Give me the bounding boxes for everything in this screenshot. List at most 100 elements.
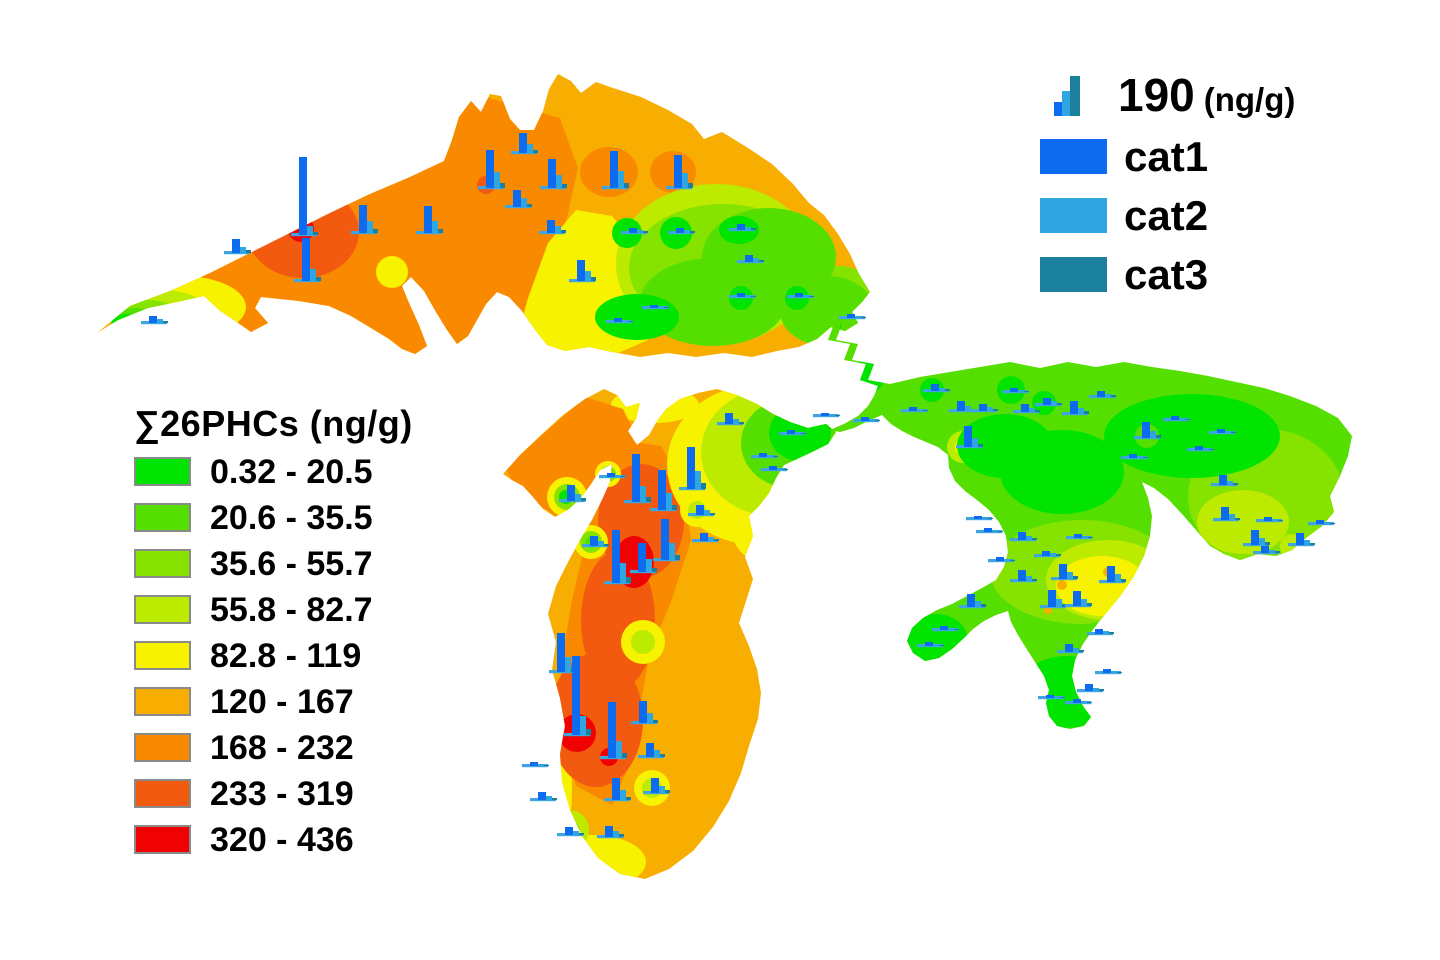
station-marker xyxy=(737,255,764,264)
bar-legend-rows: cat1 cat2 cat3 xyxy=(1040,135,1295,295)
surface-legend: ∑26PHCs (ng/g) 0.32 - 20.5 20.6 - 35.5 35.… xyxy=(134,403,413,871)
station-marker xyxy=(638,743,665,759)
legend-class-row: 320 - 436 xyxy=(134,820,413,859)
station-marker xyxy=(224,239,251,255)
station-marker xyxy=(1089,391,1116,399)
station-marker xyxy=(1134,422,1161,440)
station-marker xyxy=(1002,388,1029,394)
station-marker xyxy=(643,778,670,795)
station-marker xyxy=(988,557,1015,563)
legend-class-swatch xyxy=(134,549,191,579)
legend-class-label: 120 - 167 xyxy=(210,682,354,721)
station-marker xyxy=(679,447,706,491)
station-marker xyxy=(582,536,609,548)
station-marker xyxy=(1163,416,1190,422)
station-marker xyxy=(1256,517,1283,523)
station-marker xyxy=(1065,591,1092,608)
station-marker xyxy=(597,826,624,839)
station-marker xyxy=(600,702,627,760)
legend-class-swatch xyxy=(134,825,191,855)
station-marker xyxy=(505,190,532,209)
station-marker xyxy=(141,316,168,325)
legend-class-row: 55.8 - 82.7 xyxy=(134,590,413,629)
station-marker xyxy=(624,454,651,504)
station-marker xyxy=(729,293,756,299)
legend-class-label: 55.8 - 82.7 xyxy=(210,590,373,629)
station-marker xyxy=(1308,520,1335,526)
station-marker xyxy=(291,157,318,237)
lake-superior-surface xyxy=(97,74,870,357)
station-marker xyxy=(956,426,983,449)
legend-class-swatch xyxy=(134,595,191,625)
legend-class-swatch xyxy=(134,503,191,533)
bar-category-label: cat2 xyxy=(1124,191,1209,239)
legend-class-row: 82.8 - 119 xyxy=(134,636,413,675)
station-marker xyxy=(599,473,626,479)
bar-category-swatch xyxy=(1040,139,1107,174)
station-marker xyxy=(1051,564,1078,581)
station-marker xyxy=(1213,507,1240,522)
bar-scale-row: 190 (ng/g) xyxy=(1040,72,1295,118)
station-marker xyxy=(717,413,744,426)
station-marker xyxy=(688,505,715,517)
station-marker xyxy=(839,314,866,320)
bar-category-row: cat1 xyxy=(1040,135,1295,177)
bar-legend: 190 (ng/g) cat1 cat2 cat3 xyxy=(1040,72,1295,316)
legend-class-row: 168 - 232 xyxy=(134,728,413,767)
station-marker xyxy=(692,533,719,543)
station-marker xyxy=(901,407,928,413)
legend-class-label: 233 - 319 xyxy=(210,774,354,813)
station-marker xyxy=(522,762,549,768)
station-marker xyxy=(787,293,814,299)
legend-class-row: 35.6 - 55.7 xyxy=(134,544,413,583)
station-marker xyxy=(1099,566,1126,584)
legend-class-swatch xyxy=(134,687,191,717)
bar-category-swatch xyxy=(1040,257,1107,292)
station-marker xyxy=(557,827,584,837)
station-marker xyxy=(630,543,657,574)
station-marker xyxy=(1065,699,1092,705)
station-marker xyxy=(1211,475,1238,487)
station-marker xyxy=(1040,590,1067,609)
station-marker xyxy=(559,485,586,503)
legend-class-label: 168 - 232 xyxy=(210,728,354,767)
station-marker xyxy=(1010,570,1037,583)
station-marker xyxy=(564,656,591,737)
legend-class-label: 0.32 - 20.5 xyxy=(210,452,373,491)
station-marker xyxy=(1121,454,1148,460)
bar-chart-icon xyxy=(1054,76,1080,116)
station-marker xyxy=(1035,398,1062,407)
bar-category-row: cat3 xyxy=(1040,253,1295,295)
station-marker xyxy=(917,642,944,648)
legend-class-swatch xyxy=(134,733,191,763)
legend-class-label: 82.8 - 119 xyxy=(210,636,362,675)
station-marker xyxy=(1066,534,1093,540)
station-marker xyxy=(1209,429,1236,435)
lake-huron-surface xyxy=(806,296,1352,729)
station-marker xyxy=(351,205,378,235)
lake-michigan-surface xyxy=(503,389,836,879)
station-marker xyxy=(813,413,840,418)
station-marker xyxy=(1243,530,1270,547)
legend-class-row: 20.6 - 35.5 xyxy=(134,498,413,537)
legend-class-label: 320 - 436 xyxy=(210,820,354,859)
station-marker xyxy=(976,528,1003,534)
station-marker xyxy=(653,519,680,562)
bar-scale-unit: (ng/g) xyxy=(1203,81,1296,119)
legend-class-row: 0.32 - 20.5 xyxy=(134,452,413,491)
station-marker xyxy=(478,150,505,190)
station-marker xyxy=(923,384,950,393)
station-marker xyxy=(1253,546,1280,555)
surface-legend-title: ∑26PHCs (ng/g) xyxy=(134,403,413,444)
station-marker xyxy=(1095,669,1122,675)
legend-class-label: 35.6 - 55.7 xyxy=(210,544,373,583)
station-marker xyxy=(631,701,658,725)
legend-class-label: 20.6 - 35.5 xyxy=(210,498,373,537)
station-marker xyxy=(729,224,756,232)
station-marker xyxy=(1087,629,1114,636)
station-marker xyxy=(966,516,993,521)
station-marker xyxy=(1288,533,1315,547)
station-marker xyxy=(1034,551,1061,558)
bar-category-swatch xyxy=(1040,198,1107,233)
